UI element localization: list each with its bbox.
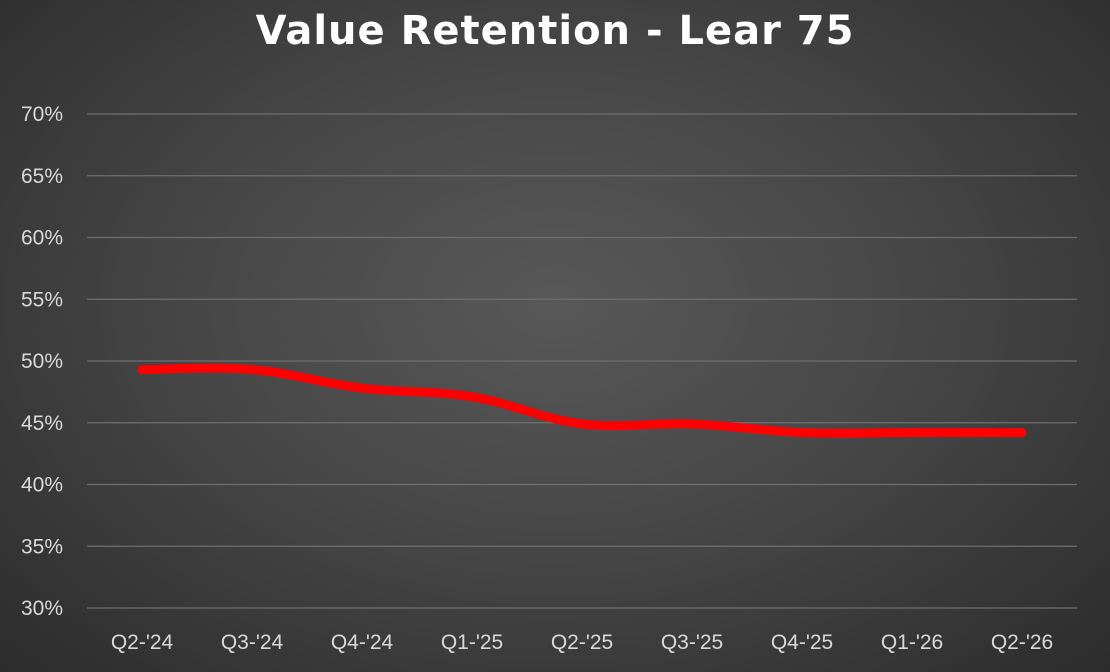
x-tick-label: Q1-'25 [441,631,503,654]
y-tick-label: 65% [21,165,63,188]
y-tick-label: 60% [21,227,63,250]
y-tick-label: 50% [21,350,63,373]
series-line [137,363,1027,438]
x-tick-label: Q2-'25 [551,631,613,654]
x-tick-label: Q4-'25 [771,631,833,654]
series-layer [137,363,1027,438]
y-tick-label: 35% [21,535,63,558]
x-tick-label: Q2-'26 [991,631,1053,654]
y-tick-label: 70% [21,103,63,126]
chart-title: Value Retention - Lear 75 [255,8,855,54]
x-axis-tick-labels: Q2-'24 Q3-'24 Q4-'24 Q1-'25 Q2-'25 Q3-'25 Q4-'… [111,631,1053,654]
x-tick-label: Q3-'25 [661,631,723,654]
y-tick-label: 40% [21,474,63,497]
gridlines [87,113,1077,609]
x-tick-label: Q2-'24 [111,631,174,654]
x-tick-label: Q4-'24 [331,631,394,654]
y-tick-label: 45% [21,412,63,435]
y-tick-label: 55% [21,288,63,311]
y-tick-label: 30% [21,597,63,620]
y-axis-tick-labels: 30% 35% 40% 45% 50% 55% 60% 65% 70% [21,103,63,620]
x-tick-label: Q1-'26 [881,631,943,654]
x-tick-label: Q3-'24 [221,631,284,654]
